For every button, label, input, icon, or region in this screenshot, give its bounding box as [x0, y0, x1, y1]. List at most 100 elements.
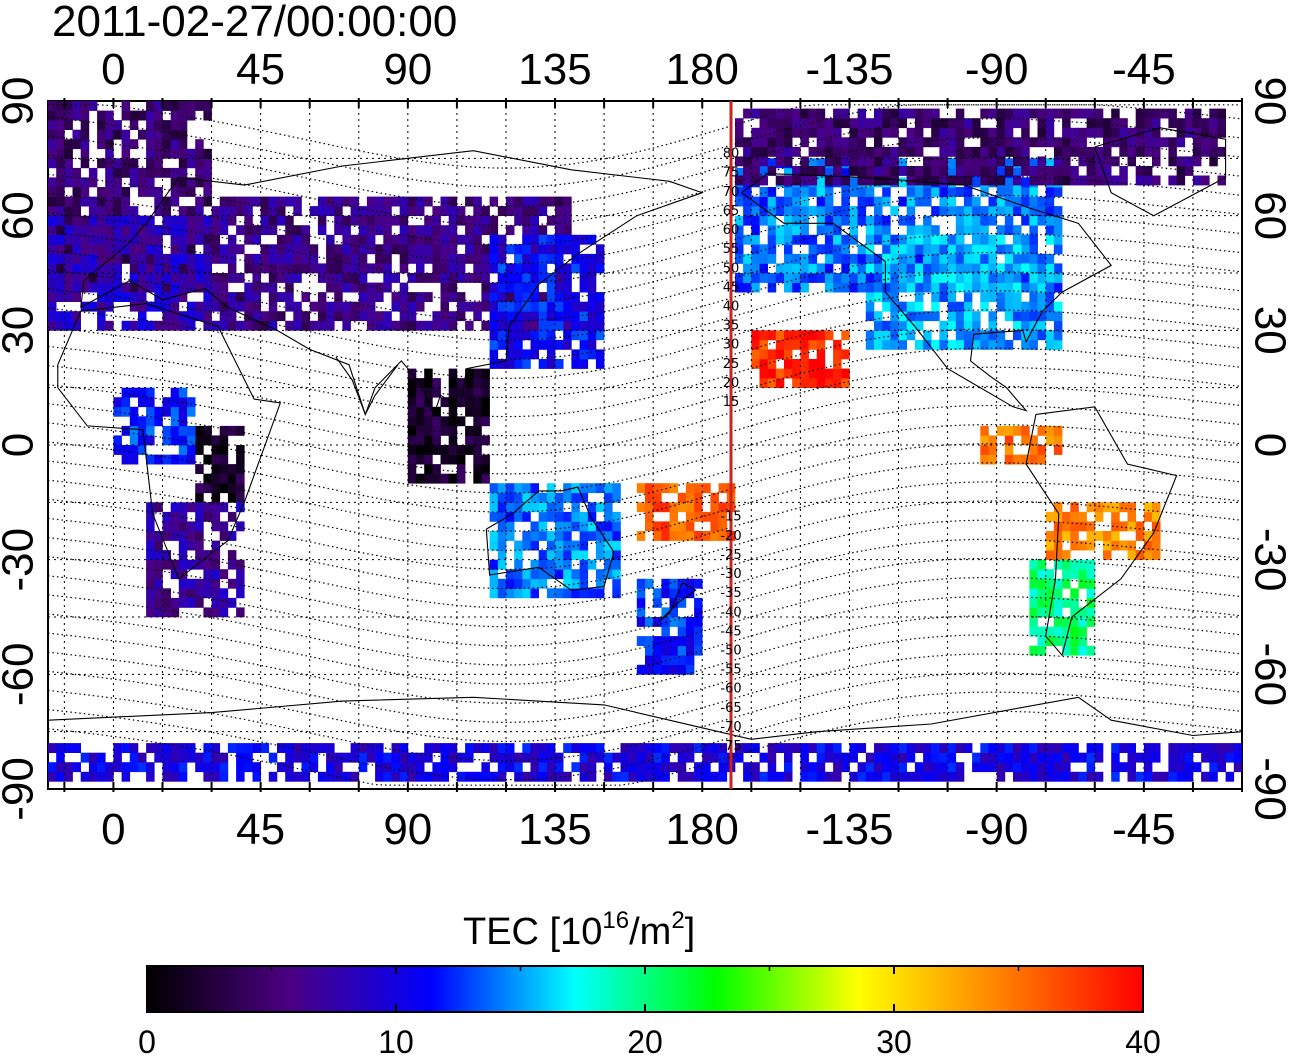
- tec-cell: [1037, 282, 1046, 293]
- tec-cell: [571, 320, 580, 331]
- tec-cell: [874, 752, 883, 763]
- tec-cell: [178, 445, 188, 455]
- tec-cell: [1209, 771, 1218, 782]
- tec-cell: [808, 263, 818, 274]
- tec-cell: [317, 225, 327, 236]
- tec-cell: [538, 292, 548, 302]
- tec-cell: [947, 196, 957, 207]
- tec-cell: [955, 137, 965, 148]
- tec-cell: [1225, 771, 1235, 782]
- tec-cell: [80, 234, 90, 245]
- tec-cell: [1045, 752, 1055, 763]
- tec-cell: [1045, 435, 1055, 446]
- tec-cell: [129, 435, 139, 446]
- tec-cell: [980, 206, 989, 216]
- tec-cell: [653, 521, 662, 532]
- tec-cell: [1135, 166, 1145, 176]
- tec-cell: [587, 282, 597, 293]
- colorbar-title-unit-exponent: 2: [671, 907, 684, 934]
- tec-cell: [784, 339, 793, 350]
- tec-cell: [882, 196, 891, 207]
- tec-cell: [178, 177, 188, 188]
- tec-cell: [489, 578, 499, 589]
- tec-cell: [972, 166, 981, 176]
- tec-cell: [154, 607, 163, 618]
- tec-cell: [1094, 502, 1104, 513]
- tec-cell: [1143, 146, 1153, 157]
- tec-cell: [293, 752, 302, 763]
- tec-cell: [448, 311, 458, 322]
- tec-cell: [1037, 137, 1046, 148]
- tec-cell: [1029, 196, 1038, 207]
- tec-cell: [506, 521, 515, 532]
- tec-cell: [988, 108, 997, 119]
- tec-cell: [677, 636, 687, 646]
- tec-cell: [350, 311, 360, 322]
- tec-cell: [1013, 253, 1022, 264]
- tec-cell: [1078, 617, 1087, 627]
- tec-cell: [931, 263, 940, 274]
- tec-cell: [1053, 244, 1063, 255]
- africa-coastline: [57, 303, 282, 580]
- tec-cell: [546, 483, 556, 494]
- tec-cell: [841, 196, 850, 207]
- tec-cell: [1168, 771, 1177, 782]
- tec-cell: [1078, 626, 1087, 637]
- tec-cell: [587, 588, 597, 599]
- tec-cell: [399, 244, 409, 255]
- tec-cell: [72, 167, 81, 178]
- tec-cell: [113, 187, 122, 197]
- tec-cell: [1143, 752, 1153, 763]
- tec-cell: [1045, 137, 1055, 148]
- tec-cell: [260, 743, 270, 753]
- tec-cell: [105, 301, 114, 312]
- tec-cell: [767, 215, 777, 226]
- tec-cell: [506, 511, 515, 522]
- tec-cell: [906, 108, 916, 119]
- tec-cell: [64, 148, 73, 159]
- tec-cell: [1021, 752, 1030, 763]
- tec-cell: [473, 225, 482, 236]
- tec-cell: [914, 187, 924, 197]
- tec-cell: [808, 368, 818, 379]
- tec-cell: [187, 101, 196, 111]
- tec-cell: [170, 311, 180, 322]
- tec-cell: [219, 282, 229, 293]
- tec-cell: [227, 253, 237, 264]
- tec-cell: [685, 655, 695, 666]
- tec-cell: [195, 752, 204, 763]
- tec-cell: [841, 137, 850, 148]
- tec-cell: [456, 464, 466, 474]
- tec-cell: [947, 282, 957, 293]
- tec-cell: [285, 320, 294, 331]
- tec-cell: [1013, 206, 1022, 216]
- tec-cell: [963, 311, 973, 322]
- tec-cell: [530, 263, 539, 274]
- tec-cell: [375, 263, 384, 274]
- tec-cell: [170, 416, 180, 427]
- tec-cell: [890, 771, 899, 782]
- tec-cell: [1037, 301, 1046, 312]
- tec-cell: [138, 387, 147, 398]
- tec-cell: [497, 244, 507, 255]
- tec-cell: [211, 206, 221, 216]
- tec-cell: [178, 215, 188, 226]
- tec-cell: [579, 771, 589, 782]
- tec-cell: [587, 502, 597, 513]
- tec-cell: [514, 752, 523, 763]
- tec-cell: [563, 559, 572, 570]
- tec-cell: [481, 206, 490, 216]
- tec-cell: [113, 244, 122, 255]
- tec-cell: [497, 502, 507, 513]
- tec-cell: [1070, 502, 1079, 513]
- tec-cell: [244, 215, 253, 226]
- tec-cell: [481, 435, 490, 446]
- tec-cell: [767, 234, 777, 245]
- tec-cell: [432, 273, 441, 283]
- tec-cell: [784, 771, 793, 782]
- tec-cell: [833, 253, 842, 264]
- tec-cell: [375, 215, 384, 226]
- tec-cell: [1029, 454, 1038, 465]
- tec-cell: [440, 196, 449, 207]
- tec-cell: [260, 253, 270, 264]
